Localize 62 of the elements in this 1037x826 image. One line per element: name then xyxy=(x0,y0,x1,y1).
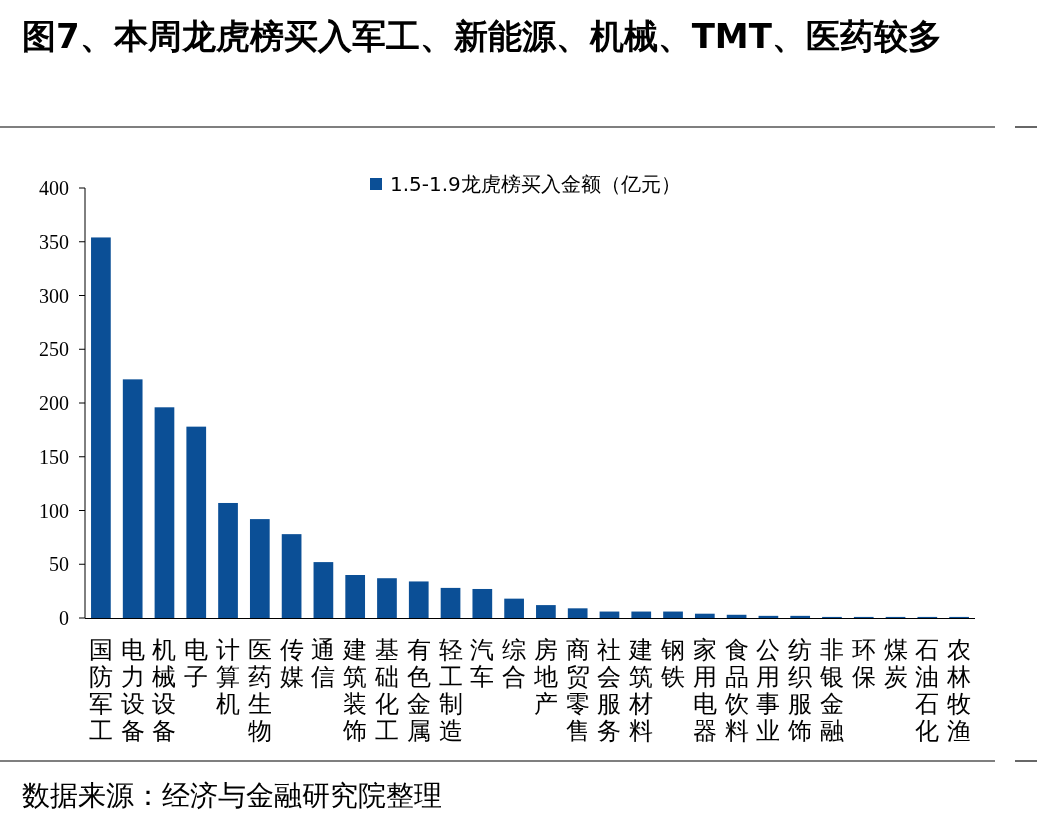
x-tick-label: 计算机 xyxy=(216,636,241,718)
x-tick-label: 家用电器 xyxy=(692,636,717,745)
x-tick-label: 综合 xyxy=(502,636,527,691)
bar xyxy=(313,562,334,618)
bar xyxy=(91,237,111,618)
x-tick-label: 社会服务 xyxy=(597,636,622,745)
bar xyxy=(567,608,588,618)
bar xyxy=(154,407,175,618)
y-tick-label: 200 xyxy=(39,392,69,414)
x-tick-label: 纺织服饰 xyxy=(787,636,813,745)
x-tick-label: 公用事业 xyxy=(756,636,781,745)
y-tick-label: 350 xyxy=(39,230,69,253)
bar xyxy=(345,575,366,618)
y-tick-label: 300 xyxy=(39,284,69,307)
bar xyxy=(631,611,652,618)
x-tick-label: 有色金属 xyxy=(406,636,431,745)
bar xyxy=(536,605,556,618)
x-tick-label: 医药生物 xyxy=(247,636,272,745)
bar xyxy=(122,379,143,618)
bar xyxy=(472,588,493,618)
y-tick-label: 0 xyxy=(59,607,69,629)
y-tick-label: 400 xyxy=(39,177,69,199)
x-tick-label: 基础化工 xyxy=(373,636,399,745)
x-tick-label: 电子 xyxy=(184,636,209,691)
x-tick-label: 环保 xyxy=(851,636,876,691)
x-tick-label: 钢铁 xyxy=(660,636,686,691)
x-tick-label: 汽车 xyxy=(470,636,495,691)
y-tick-label: 50 xyxy=(49,553,69,576)
bar xyxy=(218,502,238,618)
bar xyxy=(408,581,429,618)
bar xyxy=(790,615,811,618)
y-tick-label: 150 xyxy=(39,445,69,468)
bar xyxy=(186,426,207,618)
bar xyxy=(377,578,397,618)
bar xyxy=(440,587,461,618)
bar xyxy=(249,519,270,618)
bar xyxy=(694,613,715,618)
x-tick-label: 通信 xyxy=(311,636,336,691)
chart-title: 图7、本周龙虎榜买入军工、新能源、机械、TMT、医药较多 xyxy=(22,16,942,56)
bar xyxy=(599,611,620,618)
bar xyxy=(663,611,683,618)
x-tick-label: 石油石化 xyxy=(915,636,940,745)
x-tick-label: 传媒 xyxy=(279,636,304,691)
x-tick-label: 商贸零售 xyxy=(565,636,590,745)
x-tick-label: 电力设备 xyxy=(120,636,145,745)
x-tick-label: 轻工制造 xyxy=(438,636,463,745)
x-tick-label: 食品饮料 xyxy=(723,636,749,745)
x-tick-label: 农林牧渔 xyxy=(946,636,972,745)
legend-label: 1.5-1.9龙虎榜买入金额（亿元） xyxy=(390,172,681,196)
x-tick-label: 建筑材料 xyxy=(628,636,654,745)
x-tick-label: 非银金融 xyxy=(818,636,844,745)
bar xyxy=(281,534,302,618)
source-note: 数据来源：经济与金融研究院整理 xyxy=(22,779,442,812)
y-tick-label: 250 xyxy=(39,338,69,361)
bar xyxy=(504,598,524,618)
x-tick-label: 煤炭 xyxy=(883,636,908,691)
x-tick-label: 机械设备 xyxy=(152,636,177,745)
y-tick-label: 100 xyxy=(39,499,69,522)
x-tick-label: 房地产 xyxy=(532,636,558,718)
bar xyxy=(758,615,779,618)
x-tick-label: 建筑装饰 xyxy=(342,636,368,745)
x-tick-label: 国防军工 xyxy=(88,636,113,745)
